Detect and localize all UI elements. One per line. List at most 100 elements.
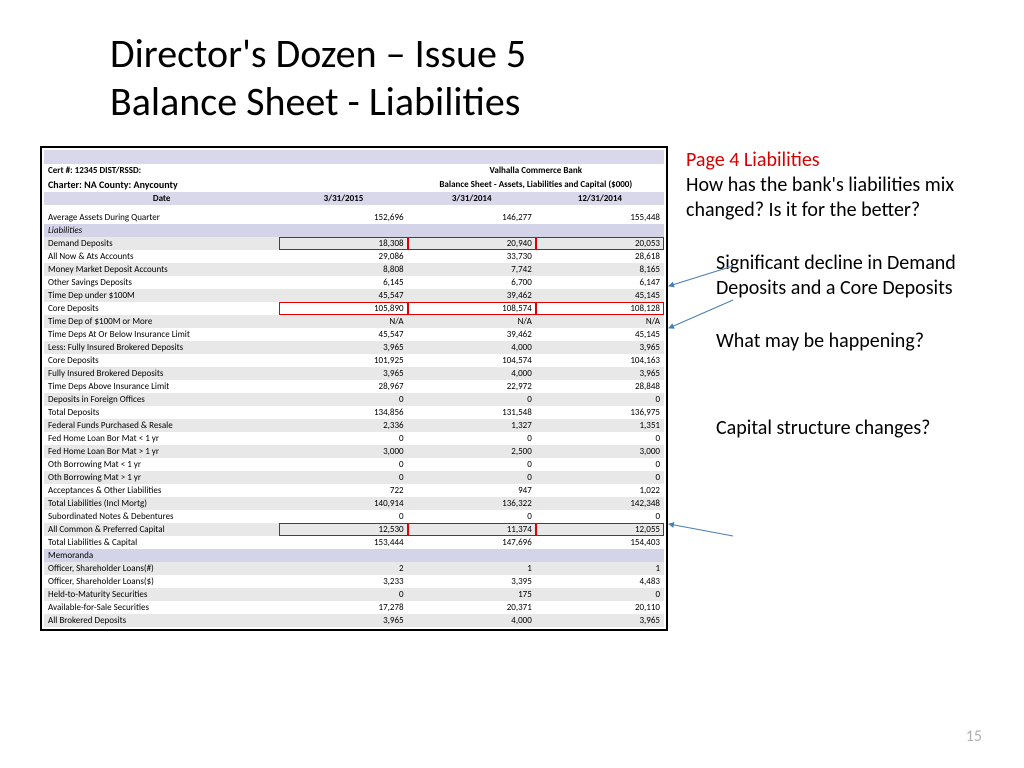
row-value: 175 — [408, 588, 536, 601]
row-value — [279, 224, 407, 237]
table-row: Liabilities — [44, 224, 664, 237]
table-row: Officer, Shareholder Loans($)3,2333,3954… — [44, 575, 664, 588]
data-table: Cert #: 12345 DIST/RSSD: Valhalla Commer… — [44, 150, 664, 627]
row-value: 3,965 — [279, 341, 407, 354]
row-value: 3,965 — [536, 614, 664, 627]
row-value: 142,348 — [536, 497, 664, 510]
row-value: 152,696 — [279, 211, 407, 224]
row-label: Total Liabilities & Capital — [44, 536, 279, 549]
row-value: 22,972 — [408, 380, 536, 393]
row-value: 11,374 — [408, 523, 536, 536]
row-value: 722 — [279, 484, 407, 497]
page-number: 15 — [966, 727, 982, 746]
row-value: 104,163 — [536, 354, 664, 367]
row-label: Total Deposits — [44, 406, 279, 419]
table-row: Core Deposits101,925104,574104,163 — [44, 354, 664, 367]
row-value — [279, 549, 407, 562]
row-value: 33,730 — [408, 250, 536, 263]
row-label: Core Deposits — [44, 302, 279, 315]
row-value: 8,808 — [279, 263, 407, 276]
row-value: 28,848 — [536, 380, 664, 393]
row-value: 1 — [408, 562, 536, 575]
row-value: 6,145 — [279, 276, 407, 289]
row-value: 6,147 — [536, 276, 664, 289]
row-label: Officer, Shareholder Loans(#) — [44, 562, 279, 575]
row-value: 0 — [536, 393, 664, 406]
table-row: Other Savings Deposits6,1456,7006,147 — [44, 276, 664, 289]
table-row: Deposits in Foreign Offices000 — [44, 393, 664, 406]
row-value: 0 — [279, 510, 407, 523]
table-row: Less: Fully Insured Brokered Deposits3,9… — [44, 341, 664, 354]
row-label: Federal Funds Purchased & Resale — [44, 419, 279, 432]
row-value: 39,462 — [408, 289, 536, 302]
row-label: All Now & Ats Accounts — [44, 250, 279, 263]
row-value: 0 — [536, 588, 664, 601]
row-label: Fed Home Loan Bor Mat < 1 yr — [44, 432, 279, 445]
row-value: 4,000 — [408, 341, 536, 354]
row-value: 3,000 — [279, 445, 407, 458]
row-value: 4,483 — [536, 575, 664, 588]
row-value: 131,548 — [408, 406, 536, 419]
row-label: Oth Borrowing Mat < 1 yr — [44, 458, 279, 471]
table-row: Average Assets During Quarter152,696146,… — [44, 211, 664, 224]
row-label: Less: Fully Insured Brokered Deposits — [44, 341, 279, 354]
row-value: 28,618 — [536, 250, 664, 263]
row-value: 6,700 — [408, 276, 536, 289]
row-value: 947 — [408, 484, 536, 497]
table-row: Available-for-Sale Securities17,27820,37… — [44, 601, 664, 614]
table-row: Time Deps At Or Below Insurance Limit45,… — [44, 328, 664, 341]
table-row: Total Liabilities (Incl Mortg)140,914136… — [44, 497, 664, 510]
row-value: 2,336 — [279, 419, 407, 432]
row-label: Time Dep of $100M or More — [44, 315, 279, 328]
row-value: 154,403 — [536, 536, 664, 549]
row-label: Deposits in Foreign Offices — [44, 393, 279, 406]
row-label: Demand Deposits — [44, 237, 279, 250]
row-value: 4,000 — [408, 614, 536, 627]
table-row: All Brokered Deposits3,9654,0003,965 — [44, 614, 664, 627]
row-value: 140,914 — [279, 497, 407, 510]
row-value: N/A — [408, 315, 536, 328]
row-label: Held-to-Maturity Securities — [44, 588, 279, 601]
row-label: Time Deps Above Insurance Limit — [44, 380, 279, 393]
table-row: Total Deposits134,856131,548136,975 — [44, 406, 664, 419]
row-value: 29,086 — [279, 250, 407, 263]
row-label: Fed Home Loan Bor Mat > 1 yr — [44, 445, 279, 458]
row-value: 153,444 — [279, 536, 407, 549]
row-value: 0 — [408, 510, 536, 523]
table-row: Fed Home Loan Bor Mat > 1 yr3,0002,5003,… — [44, 445, 664, 458]
row-value: 3,965 — [536, 341, 664, 354]
row-value: 45,547 — [279, 289, 407, 302]
row-value: 0 — [279, 393, 407, 406]
table-row: Oth Borrowing Mat < 1 yr000 — [44, 458, 664, 471]
row-value: 2,500 — [408, 445, 536, 458]
row-label: Money Market Deposit Accounts — [44, 263, 279, 276]
table-row: Core Deposits105,890108,574108,128 — [44, 302, 664, 315]
row-value: 2 — [279, 562, 407, 575]
row-value — [536, 224, 664, 237]
row-value: 0 — [279, 471, 407, 484]
row-value: 136,975 — [536, 406, 664, 419]
table-row: Subordinated Notes & Debentures000 — [44, 510, 664, 523]
table-row: Oth Borrowing Mat > 1 yr000 — [44, 471, 664, 484]
row-label: Time Dep under $100M — [44, 289, 279, 302]
table-row: Time Dep of $100M or MoreN/AN/AN/A — [44, 315, 664, 328]
row-value: 155,448 — [536, 211, 664, 224]
row-value: 0 — [536, 471, 664, 484]
row-value: 0 — [279, 432, 407, 445]
row-value: 3,965 — [279, 367, 407, 380]
table-row: Money Market Deposit Accounts8,8087,7428… — [44, 263, 664, 276]
balance-sheet-table: Cert #: 12345 DIST/RSSD: Valhalla Commer… — [40, 146, 668, 631]
row-value — [408, 549, 536, 562]
row-value: 101,925 — [279, 354, 407, 367]
slide-title: Director's Dozen – Issue 5 Balance Sheet… — [0, 0, 1024, 146]
row-value: 1 — [536, 562, 664, 575]
title-line1: Director's Dozen – Issue 5 — [110, 29, 526, 78]
row-value: 17,278 — [279, 601, 407, 614]
row-label: Memoranda — [44, 549, 279, 562]
table-row: All Now & Ats Accounts29,08633,73028,618 — [44, 250, 664, 263]
row-label: Average Assets During Quarter — [44, 211, 279, 224]
row-value: 3,965 — [279, 614, 407, 627]
annotation-sidebar: Page 4 Liabilities How has the bank's li… — [686, 146, 966, 631]
table-row: Total Liabilities & Capital153,444147,69… — [44, 536, 664, 549]
row-value: 4,000 — [408, 367, 536, 380]
